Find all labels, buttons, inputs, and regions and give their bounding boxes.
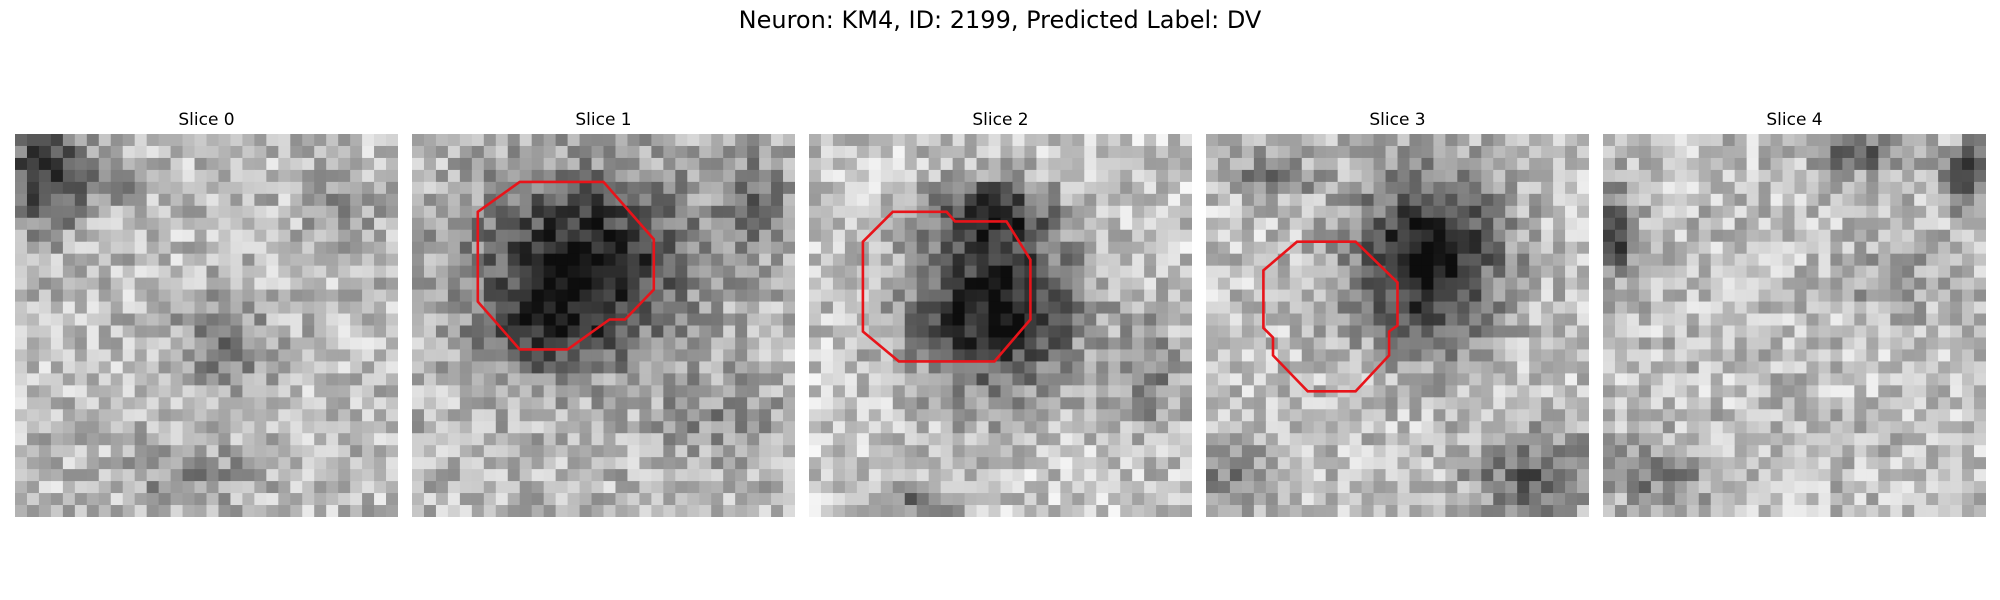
pixel-grid	[1206, 134, 1589, 517]
slice-image	[1206, 134, 1589, 517]
pixel-grid	[1603, 134, 1986, 517]
slice-title: Slice 4	[1766, 110, 1823, 130]
slice-title: Slice 2	[972, 110, 1029, 130]
slice-0-image	[15, 134, 398, 517]
slice-image	[809, 134, 1192, 517]
pixel-grid	[15, 134, 398, 517]
slice-1-image	[412, 134, 795, 517]
slice-image	[412, 134, 795, 517]
roi-outline	[1262, 240, 1399, 393]
pixel-grid	[412, 134, 795, 517]
slice-title: Slice 3	[1369, 110, 1426, 130]
slice-2-image	[809, 134, 1192, 517]
slice-title: Slice 0	[178, 110, 235, 130]
roi-outline	[861, 210, 1032, 363]
figure-title: Neuron: KM4, ID: 2199, Predicted Label: …	[738, 6, 1262, 34]
slice-image	[15, 134, 398, 517]
slice-4-image	[1603, 134, 1986, 517]
slice-title: Slice 1	[575, 110, 632, 130]
slice-3-image	[1206, 134, 1589, 517]
roi-outline	[476, 180, 656, 351]
slice-image	[1603, 134, 1986, 517]
pixel-grid	[809, 134, 1192, 517]
